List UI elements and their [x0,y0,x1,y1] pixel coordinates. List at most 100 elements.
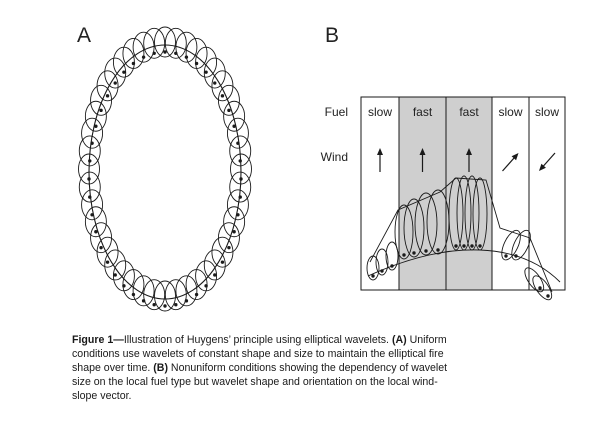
wavelet-ellipse [226,189,249,221]
wavelet-ellipse [403,198,425,258]
fuel-columns: slow fast fast slow slow [360,96,566,291]
wavelet-ellipse [78,171,101,203]
ignition-point [163,304,167,308]
wavelet-ellipse [90,84,113,116]
wavelet-ellipse [143,279,166,311]
fuel-type-label: slow [498,105,522,119]
wavelet-ellipse [226,117,249,149]
caption-figure-label: Figure 1— [72,334,124,346]
wind-arrow-head [419,148,426,155]
caption-intro: Illustration of Huygens’ principle using… [123,334,389,346]
wavelet-ring [78,26,252,312]
ignition-point [213,81,217,85]
panel-a: A [77,24,252,312]
wavelet-ellipse [511,229,531,261]
wavelet-ellipse [132,31,155,63]
wind-arrow-head [511,153,519,161]
wavelet-ellipse [229,171,252,203]
wavelet-ellipse [203,57,226,89]
ignition-point [470,244,474,248]
wavelet-ellipse [104,249,127,281]
ignition-point [227,108,231,113]
wavelet-ellipse [84,100,107,132]
ignition-point [232,230,236,234]
ignition-point [99,245,103,250]
ignition-point [113,273,117,277]
ignition-point [131,292,136,297]
ignition-point [131,61,136,66]
wavelet-ellipse [154,26,176,58]
fuel-column [360,96,400,291]
ignition-point [105,94,110,98]
wavelet-ellipse [175,275,198,307]
wind-arrow-head [377,148,383,155]
fuel-column [445,96,493,291]
ignition-point [152,303,156,307]
wavelet-ellipse [217,84,240,116]
wavelet-ellipse [164,27,187,59]
wavelet-ellipse [112,260,135,292]
ignition-point [113,81,117,85]
wavelet-ellipse [90,222,113,254]
ignition-point [220,260,225,264]
ignition-point [99,108,103,113]
wavelet-ellipse [122,38,145,69]
wind-arrow-head [466,148,472,155]
caption-part-b-text: Nonuniform conditions showing the depend… [72,362,448,402]
ignition-point [174,303,178,307]
fire-front-ellipse [88,44,242,300]
ignition-point [105,260,110,264]
fuel-type-label: slow [368,105,392,119]
wavelet-ellipse [81,189,104,221]
wavelet-ellipse [132,275,155,307]
ignition-point [94,124,98,128]
ignition-point [424,249,428,253]
ignition-point [220,94,225,98]
ignition-point [163,50,167,54]
ignition-point [412,251,416,255]
wavelet-ellipse [211,70,234,102]
wavelet-ellipse [185,269,208,300]
wavelet-front [366,175,561,301]
wavelet-ellipse [81,117,104,149]
figure-illustration: A B Fuel Wind slow fast fast slow slow [77,24,566,312]
wavelet-ellipse [464,175,480,251]
wavelet-ellipse [164,279,187,311]
ignition-point [504,254,508,258]
wind-row-label: Wind [321,150,348,164]
ignition-point [232,124,236,128]
wavelet-ellipse [385,241,399,271]
ignition-point [371,274,375,278]
wavelet-ellipse [501,229,521,261]
fuel-row-label: Fuel [325,105,348,119]
wavelet-ellipse [532,275,553,301]
panel-b-letter: B [325,24,339,47]
figure-caption: Figure 1—Illustration of Huygens’ princi… [72,333,452,403]
ignition-point [94,230,98,234]
ignition-point [478,244,482,248]
wavelet-ellipse [217,222,240,254]
caption-part-a-label: (A) [391,334,407,346]
wavelet-ellipse [223,206,246,238]
wavelet-ellipse [96,70,119,102]
wavelet-ellipse [104,57,127,89]
wavelet-ellipse [203,249,226,281]
ignition-point [454,244,458,248]
wavelet-ellipse [175,31,198,63]
wavelet-ellipse [394,204,414,260]
panel-a-letter: A [77,24,91,47]
ignition-point [514,254,518,258]
ignition-point [122,70,126,74]
wavelet-ellipse [96,236,119,268]
ignition-point [436,248,440,252]
wavelet-ellipse [366,255,380,281]
wavelet-ellipse [472,177,488,251]
fuel-type-label: fast [413,105,433,119]
ignition-point [227,245,231,250]
ignition-point [141,55,146,59]
new-fire-front [369,177,553,293]
fuel-type-label: slow [535,105,559,119]
wavelet-ellipse [448,177,464,251]
ignition-point [213,273,217,277]
panel-b: B Fuel Wind slow fast fast slow slow [321,24,566,301]
